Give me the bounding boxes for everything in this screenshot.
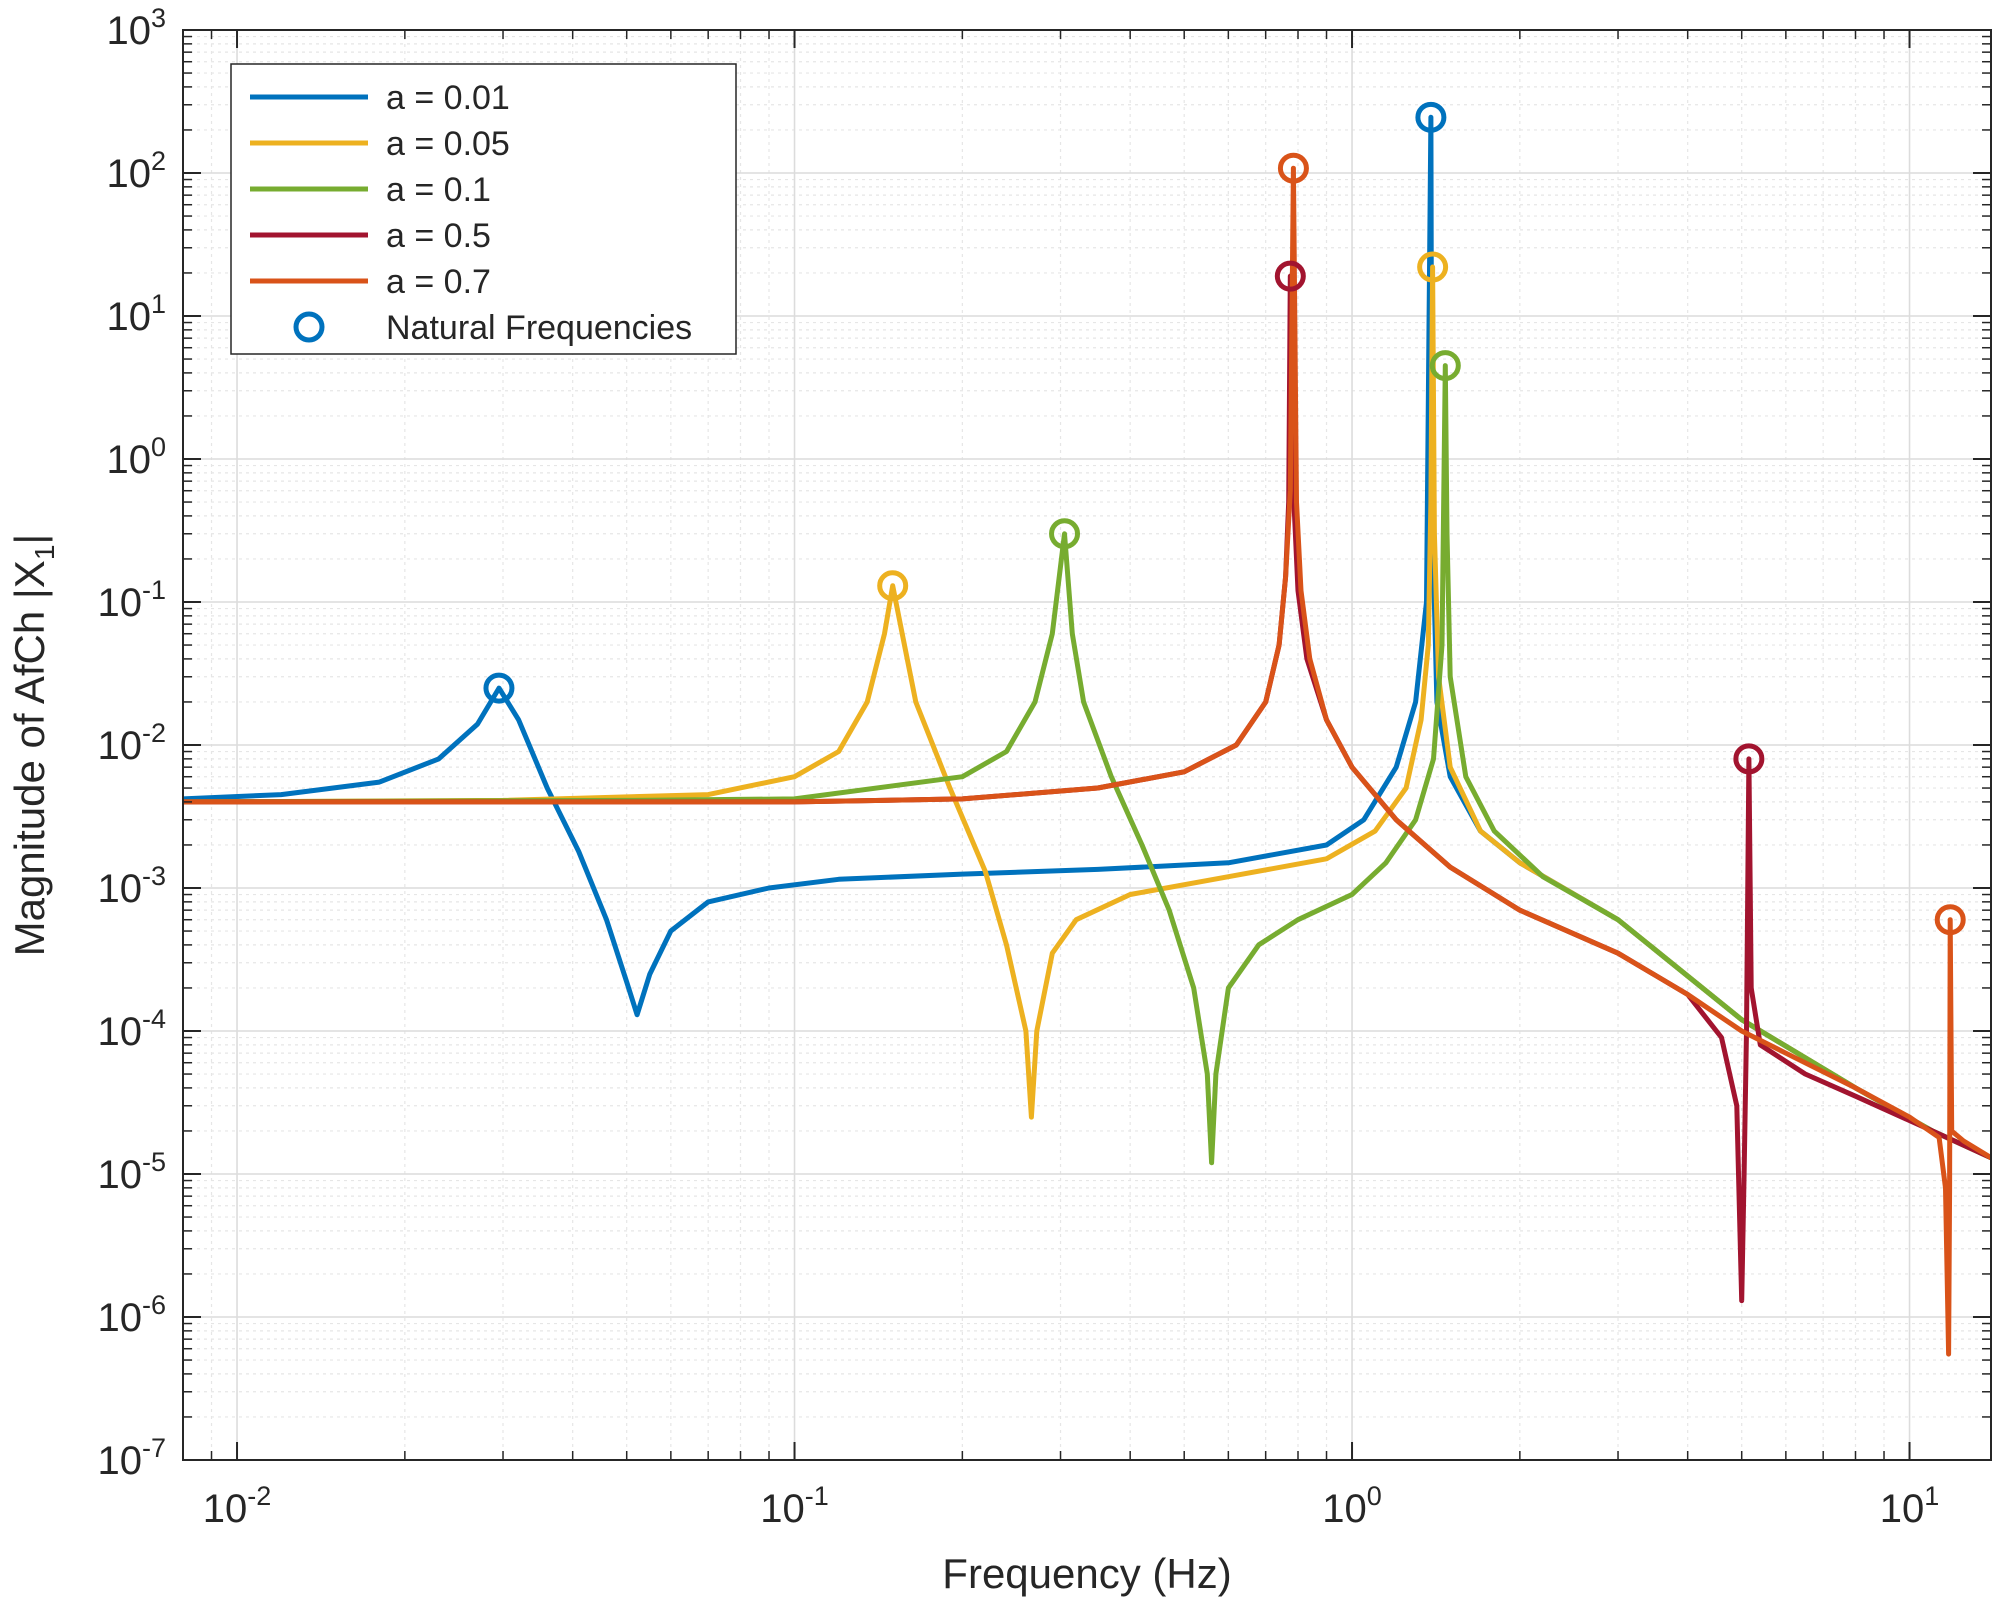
y-tick-label: 103 (106, 3, 166, 53)
y-tick-label: 10-3 (97, 861, 166, 911)
y-axis-label: Magnitude of AfCh |X1| (6, 534, 60, 957)
y-tick-label-base: 10 (106, 152, 151, 196)
y-tick-label-base: 10 (97, 724, 142, 768)
y-tick-label: 10-5 (97, 1147, 166, 1197)
y-tick-label-exponent: 1 (151, 289, 166, 319)
legend-marker-swatch (293, 311, 325, 343)
natural-frequency-marker (1277, 152, 1309, 184)
y-tick-label-exponent: 3 (151, 3, 166, 33)
y-tick-label-exponent: -7 (142, 1433, 166, 1463)
y-tick-label-base: 10 (97, 1439, 142, 1483)
x-tick-label: 101 (1880, 1481, 1940, 1531)
natural-frequency-marker (1415, 101, 1447, 133)
y-tick-label: 102 (106, 146, 166, 196)
legend-label: a = 0.5 (386, 217, 491, 255)
y-tick-label-base: 10 (97, 1010, 142, 1054)
y-tick-label-base: 10 (106, 438, 151, 482)
y-tick-label: 10-6 (97, 1290, 166, 1340)
series-layer (183, 114, 1991, 1357)
tick-marks (182, 29, 1991, 1461)
legend-box (230, 63, 737, 355)
y-tick-label: 101 (106, 289, 166, 339)
y-axis-label-main: Magnitude of AfCh |X (6, 560, 53, 956)
y-tick-label: 10-2 (97, 718, 166, 768)
legend-label: a = 0.05 (386, 125, 510, 163)
legend-label: a = 0.01 (386, 79, 510, 117)
natural-frequency-marker (1417, 251, 1449, 283)
x-tick-label-base: 10 (760, 1487, 805, 1531)
legend-label: a = 0.7 (386, 263, 491, 301)
y-axis-label-subscript: 1 (29, 545, 60, 561)
y-tick-label-exponent: -2 (142, 718, 166, 748)
x-tick-labels: 10-2 10-1 100 101 (203, 1481, 1940, 1531)
natural-frequency-marker (1049, 518, 1081, 550)
marker-layer (483, 101, 1966, 936)
x-axis-label: Frequency (Hz) (942, 1550, 1231, 1597)
y-tick-label: 10-1 (97, 575, 166, 625)
y-tick-label: 10-7 (97, 1433, 166, 1483)
x-tick-label: 100 (1322, 1481, 1382, 1531)
y-tick-label-base: 10 (97, 581, 142, 625)
y-tick-label-exponent: -6 (142, 1290, 166, 1320)
x-tick-label-exponent: -1 (805, 1481, 829, 1511)
y-tick-label-base: 10 (97, 867, 142, 911)
y-tick-label-base: 10 (97, 1296, 142, 1340)
x-tick-label-exponent: -2 (247, 1481, 271, 1511)
x-tick-label: 10-1 (760, 1481, 829, 1531)
y-tick-label-base: 10 (106, 295, 151, 339)
y-tick-label-exponent: -4 (142, 1004, 166, 1034)
x-tick-label-exponent: 1 (1924, 1481, 1939, 1511)
y-tick-label-exponent: 0 (151, 432, 166, 462)
x-tick-label-base: 10 (203, 1487, 248, 1531)
y-axis-label-close: | (6, 534, 53, 545)
series-line (183, 363, 1991, 1166)
natural-frequency-marker (1429, 350, 1461, 382)
y-tick-label-base: 10 (97, 1153, 142, 1197)
y-tick-label-exponent: -5 (142, 1147, 166, 1177)
series-line (183, 165, 1991, 1357)
y-tick-label-exponent: -1 (142, 575, 166, 605)
y-tick-label: 100 (106, 432, 166, 482)
x-tick-label-base: 10 (1880, 1487, 1925, 1531)
legend: a = 0.01 a = 0.05 a = 0.1 a = 0.5 a = 0.7 Nat… (230, 63, 737, 355)
y-tick-label-exponent: 2 (151, 146, 166, 176)
natural-frequency-marker (1733, 743, 1765, 775)
natural-frequency-marker (1274, 260, 1306, 292)
y-tick-label-base: 10 (106, 9, 151, 53)
x-tick-label: 10-2 (203, 1481, 272, 1531)
y-tick-label-exponent: -3 (142, 861, 166, 891)
x-tick-label-base: 10 (1322, 1487, 1367, 1531)
natural-frequency-marker (483, 672, 515, 704)
y-tick-label: 10-4 (97, 1004, 166, 1054)
legend-label: a = 0.1 (386, 171, 491, 209)
x-tick-label-exponent: 0 (1367, 1481, 1382, 1511)
legend-label: Natural Frequencies (386, 309, 692, 347)
series-line (183, 264, 1991, 1161)
natural-frequency-marker (1934, 904, 1966, 936)
natural-frequency-marker (877, 570, 909, 602)
